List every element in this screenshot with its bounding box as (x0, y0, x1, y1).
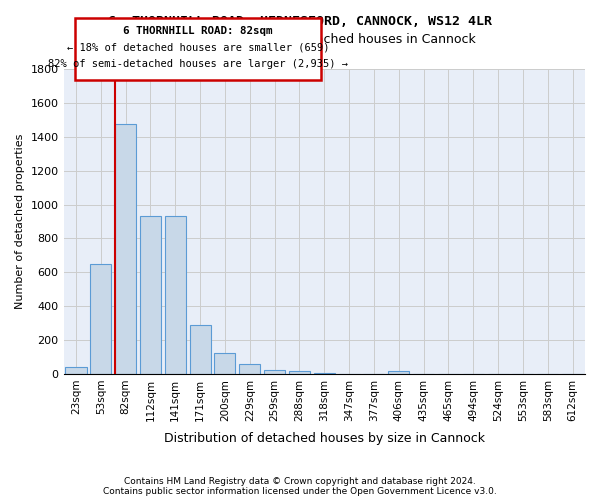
Text: Contains HM Land Registry data © Crown copyright and database right 2024.: Contains HM Land Registry data © Crown c… (124, 477, 476, 486)
Bar (289, 372, 310, 374)
Y-axis label: Number of detached properties: Number of detached properties (15, 134, 25, 309)
X-axis label: Distribution of detached houses by size in Cannock: Distribution of detached houses by size … (164, 432, 485, 445)
Text: 6 THORNHILL ROAD: 82sqm: 6 THORNHILL ROAD: 82sqm (123, 26, 273, 36)
Bar (388, 372, 409, 374)
Bar (165, 216, 186, 374)
Bar (115, 124, 136, 374)
Bar (65, 367, 86, 374)
Bar (190, 325, 211, 374)
Bar (239, 364, 260, 374)
Text: Contains public sector information licensed under the Open Government Licence v3: Contains public sector information licen… (103, 487, 497, 496)
Bar (140, 216, 161, 374)
Text: ← 18% of detached houses are smaller (659): ← 18% of detached houses are smaller (65… (67, 42, 329, 52)
Text: 82% of semi-detached houses are larger (2,935) →: 82% of semi-detached houses are larger (… (48, 59, 348, 69)
Text: 6, THORNHILL ROAD, HEDNESFORD, CANNOCK, WS12 4LR: 6, THORNHILL ROAD, HEDNESFORD, CANNOCK, … (108, 15, 492, 28)
Bar (90, 264, 112, 374)
Text: Size of property relative to detached houses in Cannock: Size of property relative to detached ho… (124, 32, 476, 46)
Bar (314, 373, 335, 374)
Bar (264, 370, 285, 374)
Bar (214, 352, 235, 374)
